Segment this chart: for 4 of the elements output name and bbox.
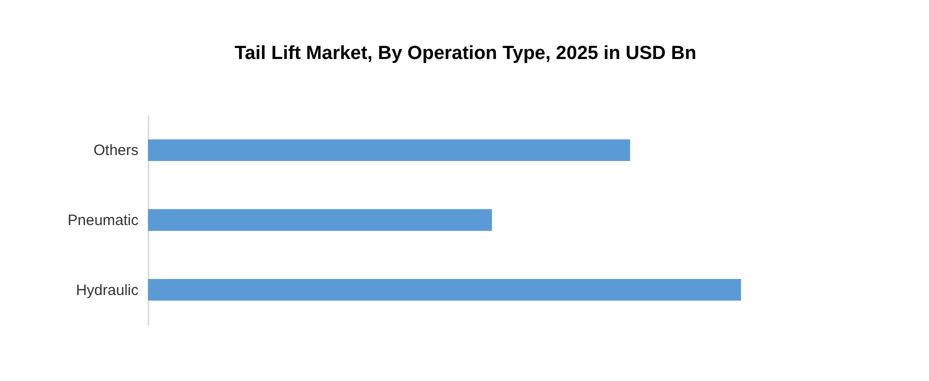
y-tick-label: Pneumatic xyxy=(68,212,139,229)
y-tick-label: Others xyxy=(93,142,138,160)
y-tick-label: Hydraulic xyxy=(76,282,139,299)
chart-title: Tail Lift Market, By Operation Type, 2025 in USD Bn xyxy=(234,43,696,64)
